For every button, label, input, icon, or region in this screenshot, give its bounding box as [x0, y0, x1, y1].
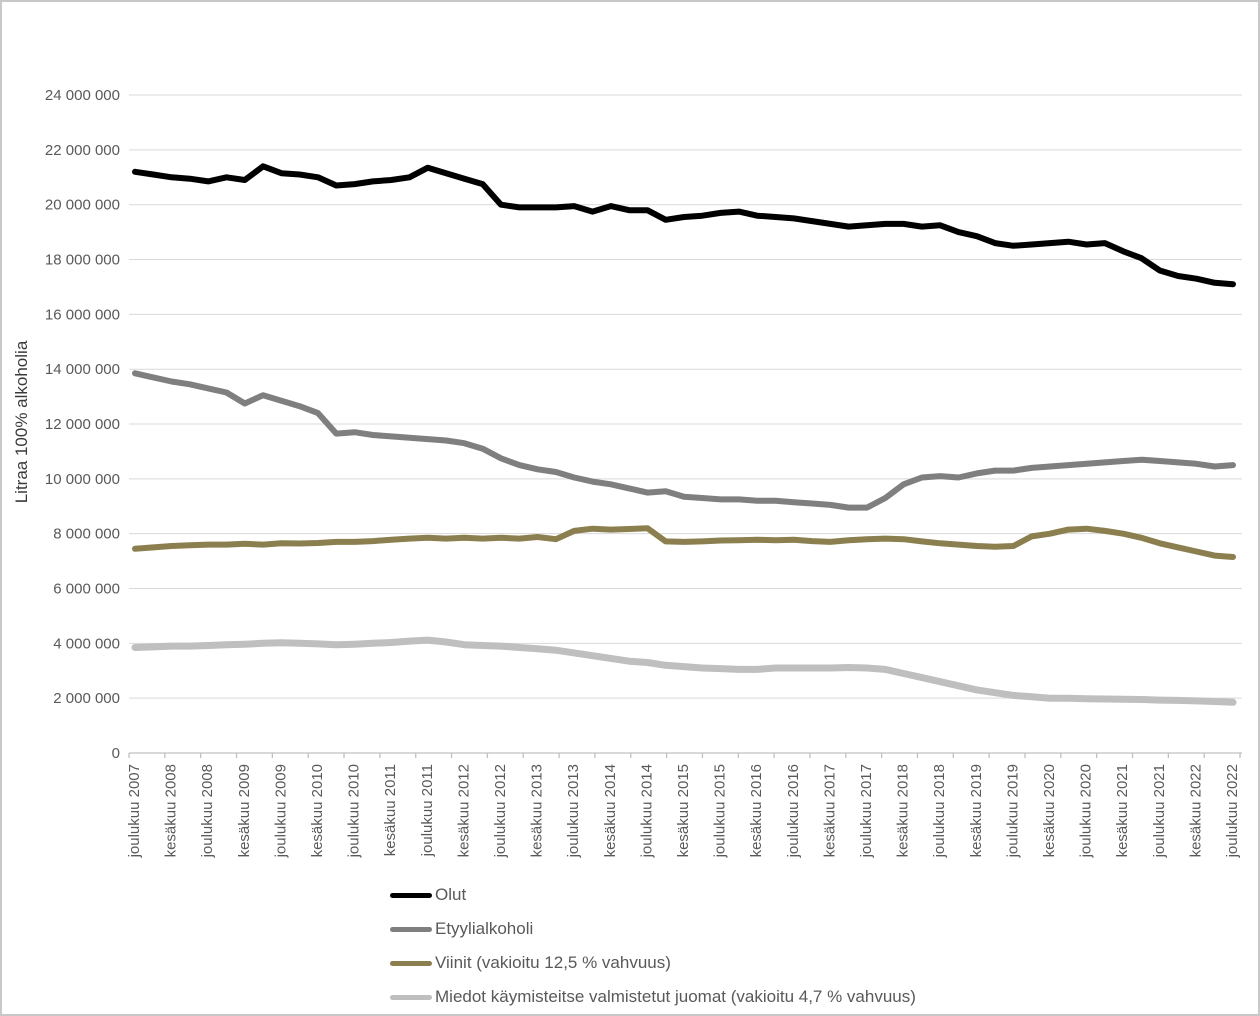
y-tick-label: 22 000 000: [45, 142, 120, 159]
y-tick-label: 0: [112, 745, 120, 762]
x-tick-label: kesäkuu 2011: [382, 764, 399, 856]
x-tick-label: kesäkuu 2017: [821, 764, 838, 857]
y-axis-title: Litraa 100% alkoholia: [12, 340, 31, 504]
x-tick-label: joulukuu 2022: [1224, 764, 1241, 858]
x-tick-label: joulukuu 2010: [346, 764, 363, 858]
x-tick-label: joulukuu 2017: [858, 764, 875, 858]
legend-label-etyylialkoholi: Etyylialkoholi: [435, 919, 534, 938]
x-tick-label: joulukuu 2018: [931, 764, 948, 858]
x-tick-label: joulukuu 2015: [712, 764, 729, 858]
x-tick-label: kesäkuu 2008: [163, 764, 180, 857]
y-tick-label: 12 000 000: [45, 416, 120, 433]
x-tick-label: joulukuu 2008: [199, 764, 216, 858]
series-line-2: [132, 370, 1236, 511]
x-tick-label: kesäkuu 2016: [748, 764, 765, 857]
legend: Olut Etyylialkoholi Viinit (vakioitu 12,…: [390, 878, 916, 1014]
y-tick-label: 16 000 000: [45, 306, 120, 323]
legend-item-olut: Olut: [390, 878, 916, 912]
legend-swatch-olut: [390, 892, 432, 898]
x-tick-label: kesäkuu 2022: [1187, 764, 1204, 857]
y-tick-label: 24 000 000: [45, 87, 120, 104]
x-tick-label: joulukuu 2019: [1004, 764, 1021, 858]
x-tick-label: joulukuu 2011: [419, 764, 436, 857]
legend-label-viinit: Viinit (vakioitu 12,5 % vahvuus): [435, 953, 671, 972]
series-line-4: [131, 636, 1237, 706]
x-tick-label: kesäkuu 2009: [236, 764, 253, 857]
legend-item-miedot: Miedot käymisteitse valmistetut juomat (…: [390, 980, 916, 1014]
y-tick-label: 6 000 000: [53, 581, 120, 598]
x-tick-label: joulukuu 2014: [638, 764, 655, 858]
x-tick-label: joulukuu 2020: [1078, 764, 1095, 858]
y-tick-label: 2 000 000: [53, 690, 120, 707]
x-tick-label: joulukuu 2012: [492, 764, 509, 858]
legend-item-etyylialkoholi: Etyylialkoholi: [390, 912, 916, 946]
x-tick-label: kesäkuu 2010: [309, 764, 326, 857]
y-tick-label: 14 000 000: [45, 361, 120, 378]
y-tick-label: 10 000 000: [45, 471, 120, 488]
y-tick-label: 8 000 000: [53, 526, 120, 543]
x-tick-label: kesäkuu 2019: [968, 764, 985, 857]
x-tick-label: kesäkuu 2014: [602, 764, 619, 857]
x-tick-label: kesäkuu 2021: [1114, 764, 1131, 857]
x-tick-label: joulukuu 2009: [272, 764, 289, 858]
legend-label-olut: Olut: [435, 885, 467, 904]
y-tick-label: 4 000 000: [53, 635, 120, 652]
y-tick-label: 18 000 000: [45, 252, 120, 269]
legend-swatch-miedot: [390, 994, 432, 1000]
x-tick-label: joulukuu 2013: [565, 764, 582, 858]
x-tick-label: kesäkuu 2020: [1041, 764, 1058, 857]
y-tick-label: 20 000 000: [45, 197, 120, 214]
x-tick-label: joulukuu 2021: [1151, 764, 1168, 858]
legend-swatch-etyylialkoholi: [390, 926, 432, 932]
x-tick-label: kesäkuu 2013: [529, 764, 546, 857]
x-tick-label: kesäkuu 2015: [675, 764, 692, 857]
x-tick-label: kesäkuu 2012: [455, 764, 472, 857]
x-tick-label: kesäkuu 2018: [895, 764, 912, 857]
x-tick-label: joulukuu 2016: [785, 764, 802, 858]
series-line-1: [132, 163, 1236, 288]
legend-label-miedot: Miedot käymisteitse valmistetut juomat (…: [435, 987, 916, 1006]
legend-swatch-viinit: [390, 960, 432, 966]
series-line-3: [132, 525, 1236, 560]
legend-item-viinit: Viinit (vakioitu 12,5 % vahvuus): [390, 946, 916, 980]
x-tick-label: joulukuu 2007: [126, 764, 143, 858]
